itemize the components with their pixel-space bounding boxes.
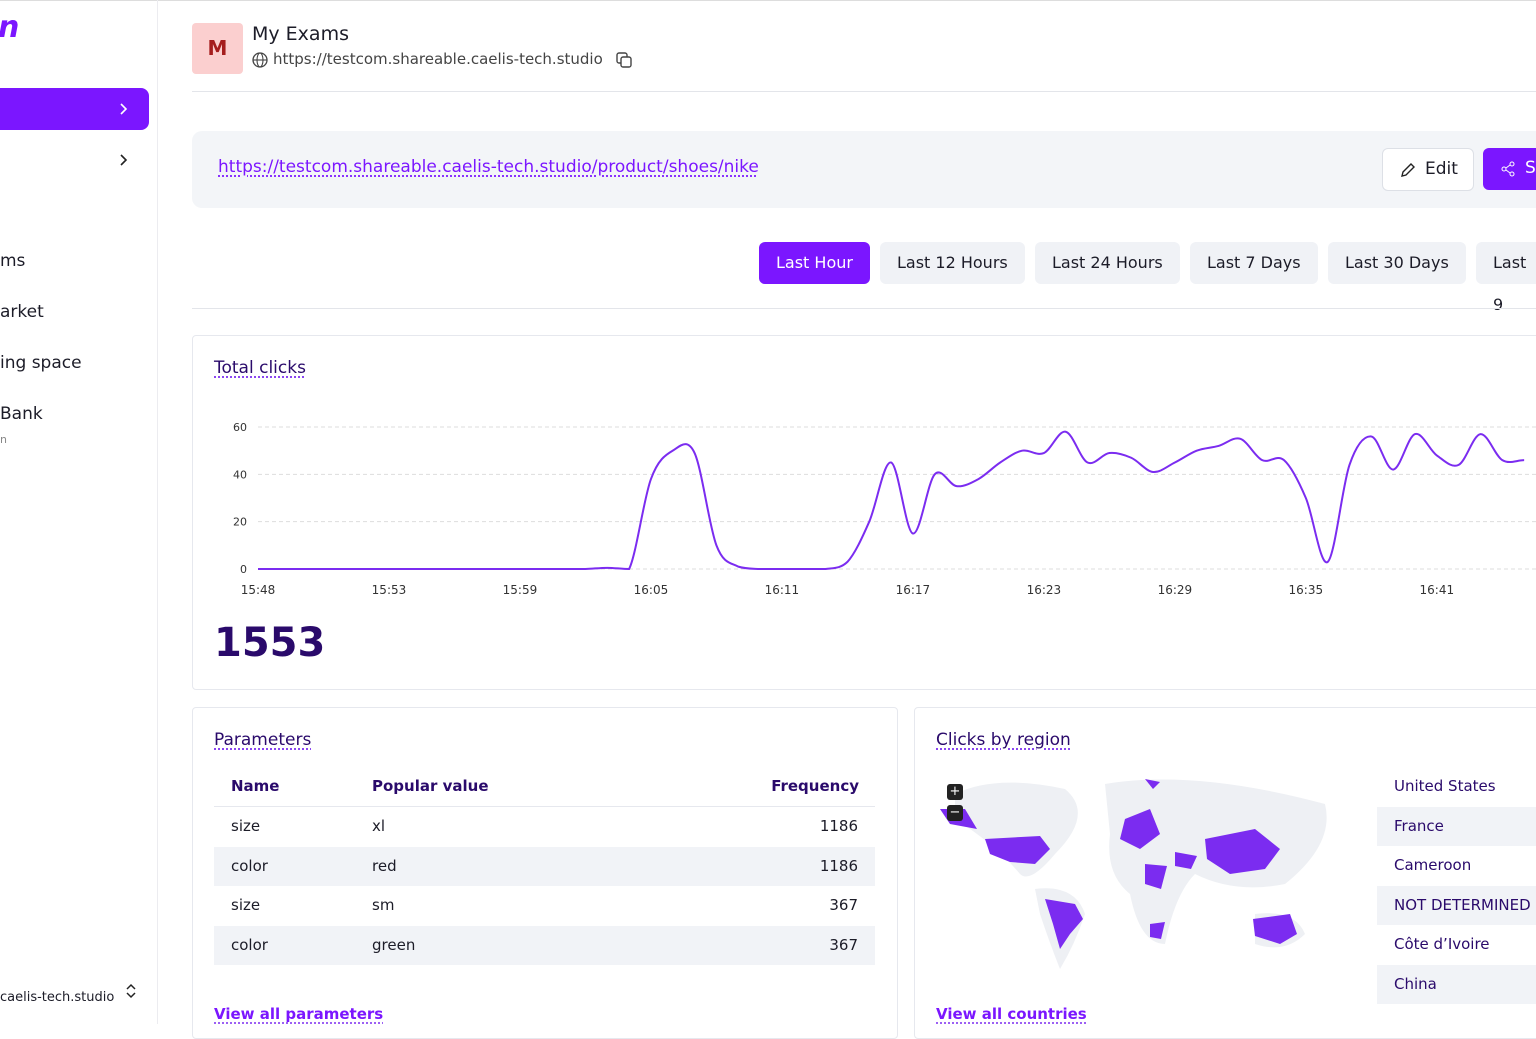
nav-sub: n bbox=[0, 433, 7, 446]
share-link[interactable]: https://testcom.shareable.caelis-tech.st… bbox=[218, 157, 759, 177]
range-button[interactable]: Last 7 Days bbox=[1190, 242, 1318, 284]
x-tick-label: 16:11 bbox=[765, 583, 800, 597]
country-row[interactable]: Côte d’Ivoire bbox=[1377, 925, 1536, 964]
zoom-in[interactable]: + bbox=[947, 784, 963, 800]
x-tick-label: 16:41 bbox=[1420, 583, 1455, 597]
table-cell: size bbox=[231, 896, 261, 914]
country-name: China bbox=[1394, 974, 1437, 993]
x-tick-label: 15:53 bbox=[372, 583, 407, 597]
table-cell: 1186 bbox=[819, 817, 858, 835]
x-tick-label: 15:48 bbox=[241, 583, 276, 597]
table-cell: red bbox=[372, 856, 397, 875]
column-header: Frequency bbox=[771, 777, 859, 795]
table-cell: sm bbox=[372, 896, 395, 914]
clicks-card: Total clicks 1553 bbox=[192, 335, 1536, 690]
column-header: Name bbox=[231, 777, 280, 795]
y-tick-label: 60 bbox=[233, 421, 247, 434]
share-button[interactable]: S bbox=[1483, 148, 1536, 190]
active-nav[interactable] bbox=[0, 88, 149, 130]
sidebar: n ms arket ing space Bank n caelis-tech.stu… bbox=[0, 0, 158, 1024]
x-tick-label: 16:35 bbox=[1289, 583, 1324, 597]
country-row[interactable]: United States bbox=[1377, 767, 1536, 806]
chevron bbox=[120, 103, 128, 115]
chevron[interactable] bbox=[116, 153, 130, 167]
share-label: S bbox=[1525, 158, 1536, 178]
range-button[interactable]: Last 24 Hours bbox=[1035, 242, 1180, 284]
card-title: Clicks by region bbox=[936, 730, 1071, 750]
view-all-link[interactable]: View all countries bbox=[936, 1005, 1087, 1023]
table-row: color red 1186 bbox=[214, 846, 875, 886]
country-row[interactable]: China bbox=[1377, 964, 1536, 1004]
range-button[interactable]: Last Hour bbox=[759, 242, 870, 284]
copy-icon[interactable] bbox=[615, 51, 633, 69]
pencil-icon bbox=[1401, 163, 1415, 177]
x-tick-label: 16:29 bbox=[1158, 583, 1193, 597]
header-rule bbox=[214, 806, 875, 807]
country-name: United States bbox=[1394, 777, 1496, 795]
edit-label: Edit bbox=[1425, 159, 1458, 179]
table-cell: xl bbox=[372, 817, 386, 835]
country-name: France bbox=[1394, 816, 1444, 835]
edit-button[interactable]: Edit bbox=[1382, 148, 1474, 191]
table-row: size xl 1186 bbox=[214, 807, 875, 846]
table-cell: size bbox=[231, 817, 261, 835]
avatar: M bbox=[192, 23, 243, 74]
nav-item[interactable]: ms bbox=[0, 251, 26, 271]
y-tick-label: 40 bbox=[233, 468, 247, 481]
table-cell: 367 bbox=[829, 935, 858, 954]
link-bar: https://testcom.shareable.caelis-tech.st… bbox=[192, 131, 1536, 208]
x-tick-label: 15:59 bbox=[503, 583, 538, 597]
clicks-line bbox=[258, 430, 1525, 571]
range-button[interactable]: Last 30 Days bbox=[1328, 242, 1466, 284]
zoom-out[interactable]: − bbox=[947, 805, 963, 821]
table-cell: color bbox=[231, 935, 268, 954]
range-button[interactable]: Last 12 Hours bbox=[880, 242, 1025, 284]
nav-item[interactable]: Bank bbox=[0, 404, 43, 424]
workspace[interactable]: caelis-tech.studio bbox=[0, 990, 115, 1005]
project-title: My Exams bbox=[252, 23, 349, 45]
total-clicks: 1553 bbox=[214, 620, 326, 666]
range-button[interactable]: Last 9 bbox=[1476, 242, 1536, 314]
table-row: color green 367 bbox=[214, 925, 875, 965]
country-name: Côte d’Ivoire bbox=[1394, 935, 1490, 953]
country-row[interactable]: NOT DETERMINED bbox=[1377, 885, 1536, 925]
top-border bbox=[0, 0, 1536, 1]
clicks-chart: 0 20 40 60 15:48 15:53 15:59 16:05 16:11 16:17 16:… bbox=[233, 421, 1536, 597]
regions-card: Clicks by region + − United States France… bbox=[914, 707, 1536, 1039]
x-tick-label: 16:23 bbox=[1027, 583, 1062, 597]
table-cell: color bbox=[231, 856, 268, 875]
view-all-link[interactable]: View all parameters bbox=[214, 1005, 384, 1023]
column-header: Popular value bbox=[372, 777, 489, 795]
world-map bbox=[940, 779, 1327, 969]
table-row: size sm 367 bbox=[214, 886, 875, 925]
country-row[interactable]: France bbox=[1377, 806, 1536, 846]
table-cell: 367 bbox=[829, 896, 858, 914]
divider bbox=[192, 91, 1536, 92]
y-tick-label: 20 bbox=[233, 516, 247, 529]
x-tick-label: 16:17 bbox=[896, 583, 931, 597]
globe-icon bbox=[252, 52, 268, 68]
card-title: Parameters bbox=[214, 730, 312, 750]
logo[interactable]: n bbox=[0, 10, 20, 45]
country-name: Cameroon bbox=[1394, 856, 1472, 874]
switch-icon[interactable] bbox=[124, 982, 138, 1000]
divider bbox=[192, 308, 1536, 309]
country-row[interactable]: Cameroon bbox=[1377, 846, 1536, 885]
y-tick-label: 0 bbox=[240, 563, 247, 576]
project-url: https://testcom.shareable.caelis-tech.st… bbox=[273, 50, 603, 68]
nav-item[interactable]: ing space bbox=[0, 353, 82, 373]
parameters-card: Parameters Name Popular value Frequency siz… bbox=[192, 707, 898, 1039]
share-icon bbox=[1501, 161, 1515, 177]
nav-item[interactable]: arket bbox=[0, 302, 44, 322]
x-tick-label: 16:05 bbox=[634, 583, 669, 597]
table-cell: green bbox=[372, 935, 416, 954]
table-cell: 1186 bbox=[819, 856, 858, 875]
card-title: Total clicks bbox=[214, 358, 306, 378]
country-name: NOT DETERMINED bbox=[1394, 895, 1531, 914]
